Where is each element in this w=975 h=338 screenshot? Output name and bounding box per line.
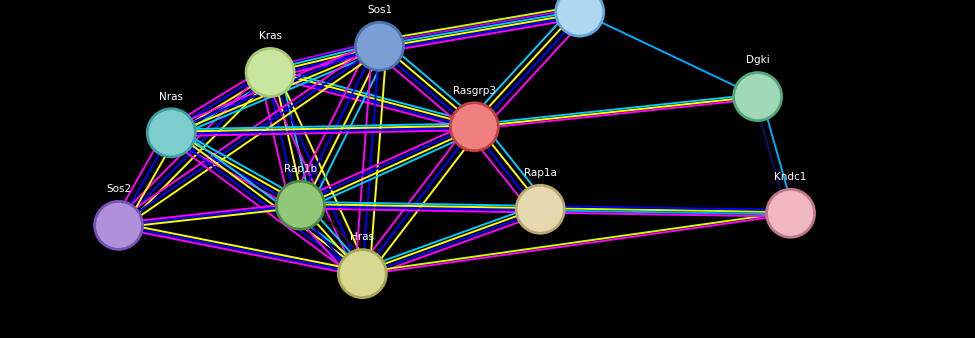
Text: Sos2: Sos2 <box>106 184 132 194</box>
Text: Dgki: Dgki <box>746 55 769 65</box>
Text: Sos1: Sos1 <box>367 5 392 15</box>
Text: Rap1a: Rap1a <box>524 168 557 178</box>
Ellipse shape <box>450 103 498 151</box>
Text: Kras: Kras <box>258 31 282 41</box>
Ellipse shape <box>356 22 404 70</box>
Ellipse shape <box>556 0 604 36</box>
Text: Rasgrp3: Rasgrp3 <box>452 86 496 96</box>
Text: Kndc1: Kndc1 <box>774 172 806 182</box>
Ellipse shape <box>276 181 325 229</box>
Ellipse shape <box>95 201 142 249</box>
Ellipse shape <box>766 189 814 237</box>
Text: Hras: Hras <box>350 233 374 242</box>
Ellipse shape <box>147 109 195 157</box>
Text: Nras: Nras <box>159 92 183 101</box>
Ellipse shape <box>246 48 294 96</box>
Ellipse shape <box>338 250 386 298</box>
Text: Rap1b: Rap1b <box>284 164 317 174</box>
Ellipse shape <box>733 73 782 121</box>
Ellipse shape <box>516 185 565 233</box>
